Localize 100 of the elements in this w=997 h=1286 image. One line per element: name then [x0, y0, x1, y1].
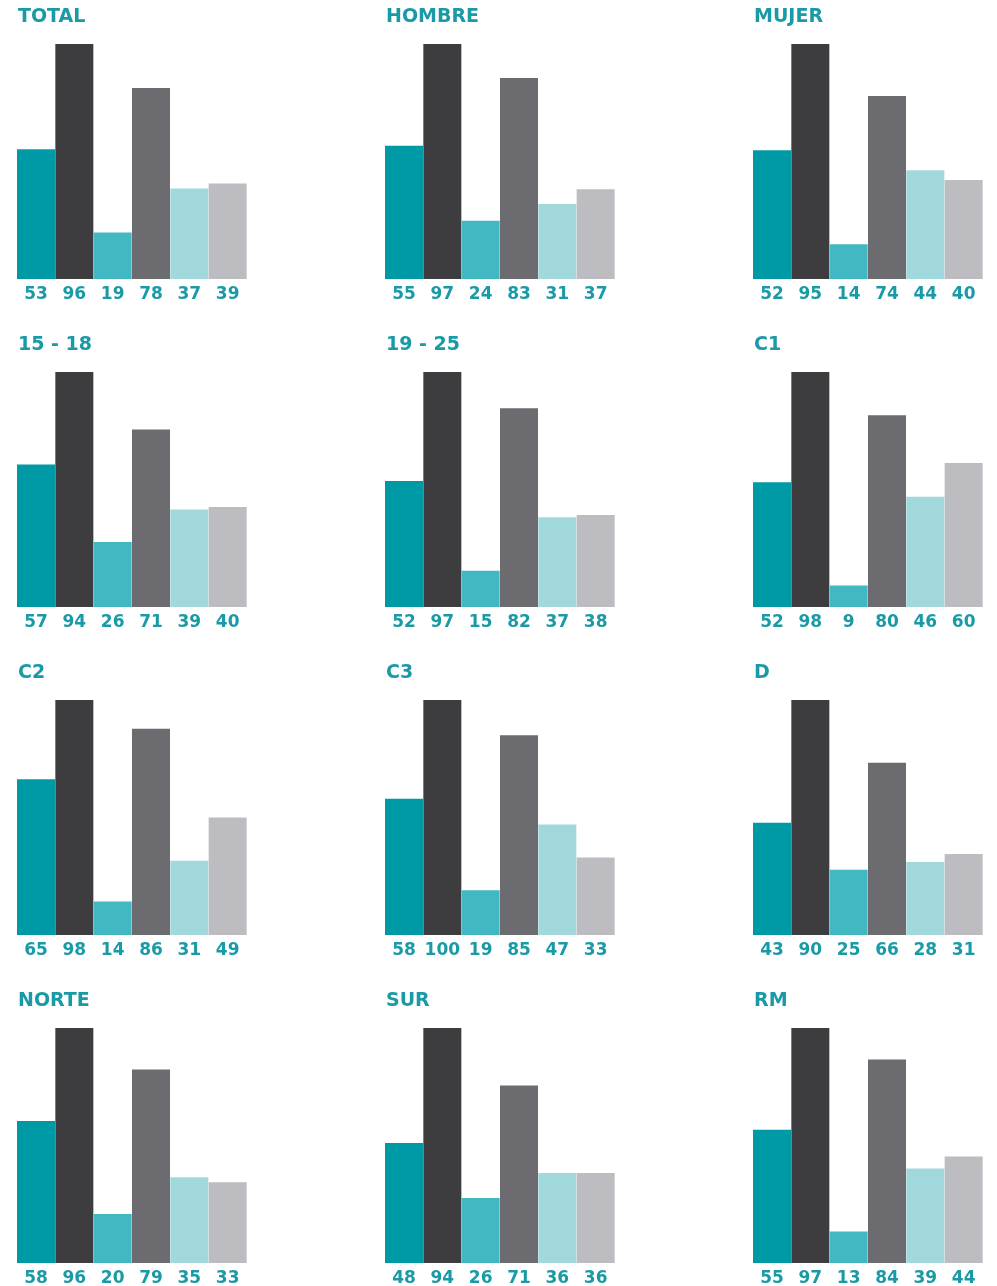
data-label: 78: [139, 283, 163, 303]
bar: [753, 482, 791, 607]
bar: [944, 463, 983, 607]
bar: [93, 542, 132, 607]
data-label: 52: [760, 611, 784, 631]
data-label: 84: [875, 1267, 899, 1286]
data-label: 44: [951, 1267, 976, 1286]
bar: [208, 1182, 247, 1263]
data-label: 15: [468, 611, 493, 631]
bar: [538, 203, 577, 279]
data-label: 38: [583, 611, 608, 631]
chart-title: TOTAL: [18, 4, 87, 28]
data-label: 58: [392, 939, 416, 959]
data-label: 58: [24, 1267, 48, 1286]
bar: [170, 860, 209, 935]
bar: [170, 1177, 209, 1263]
data-label: 53: [24, 283, 48, 303]
bar: [753, 822, 791, 935]
data-label: 55: [392, 283, 416, 303]
bar: [17, 464, 55, 607]
data-label: 40: [215, 611, 240, 631]
bar: [753, 1129, 791, 1263]
bar: [538, 824, 577, 935]
bar: [791, 372, 830, 607]
data-label: 33: [215, 1267, 240, 1286]
data-label: 44: [913, 283, 938, 303]
bar: [208, 817, 247, 935]
bar: [55, 1028, 94, 1263]
data-label: 98: [62, 939, 87, 959]
data-label: 14: [100, 939, 125, 959]
bar: [868, 95, 906, 279]
bar: [55, 44, 94, 279]
data-label: 60: [951, 611, 976, 631]
data-label: 20: [100, 1267, 125, 1286]
chart-title: C2: [18, 660, 47, 684]
bar: [55, 372, 94, 607]
data-label: 26: [468, 1267, 493, 1286]
bar: [500, 735, 538, 935]
chart-title: SUR: [386, 988, 431, 1012]
data-label: 90: [798, 939, 823, 959]
data-label: 82: [507, 611, 531, 631]
chart-title: HOMBRE: [386, 4, 481, 28]
bar: [93, 1214, 132, 1263]
bar: [944, 180, 983, 279]
bar: [829, 244, 868, 279]
bar: [576, 514, 615, 607]
bar: [576, 857, 615, 935]
bar: [461, 1198, 500, 1263]
data-label: 80: [875, 611, 899, 631]
data-label: 37: [177, 283, 202, 303]
data-label: 97: [430, 283, 455, 303]
data-label: 95: [798, 283, 823, 303]
data-label: 52: [760, 283, 784, 303]
bar: [906, 170, 945, 279]
bar: [93, 901, 132, 935]
data-label: 31: [177, 939, 202, 959]
data-label: 65: [24, 939, 48, 959]
chart-title: C1: [754, 332, 783, 356]
data-label: 36: [545, 1267, 570, 1286]
chart-title: C3: [386, 660, 415, 684]
data-label: 37: [583, 283, 608, 303]
bar: [423, 1028, 462, 1263]
data-label: 94: [62, 611, 87, 631]
data-label: 19: [468, 939, 493, 959]
bar: [753, 150, 791, 279]
bar: [132, 88, 170, 279]
data-label: 46: [913, 611, 938, 631]
bar: [500, 77, 538, 279]
bar: [791, 1028, 830, 1263]
data-label: 100: [424, 939, 461, 959]
data-label: 31: [951, 939, 976, 959]
data-label: 33: [583, 939, 608, 959]
bar: [791, 44, 830, 279]
bar: [93, 232, 132, 279]
bar: [829, 869, 868, 935]
data-label: 57: [24, 611, 48, 631]
bar: [385, 798, 423, 935]
bar: [461, 220, 500, 279]
bar: [132, 728, 170, 935]
bar: [385, 1143, 423, 1263]
data-label: 96: [62, 1267, 87, 1286]
chart-title: NORTE: [18, 988, 91, 1012]
chart-title: D: [754, 660, 771, 684]
bar: [423, 700, 462, 935]
data-label: 37: [545, 611, 570, 631]
data-label: 24: [468, 283, 493, 303]
bar: [55, 700, 94, 935]
chart-title: MUJER: [754, 4, 824, 28]
data-label: 79: [139, 1267, 163, 1286]
chart-title: 19 - 25: [386, 332, 461, 356]
bar: [906, 861, 945, 935]
bar: [170, 188, 209, 279]
data-label: 48: [392, 1267, 416, 1286]
data-label: 36: [583, 1267, 608, 1286]
data-label: 96: [62, 283, 87, 303]
bar: [17, 149, 55, 279]
bar: [500, 408, 538, 607]
bar: [423, 44, 462, 279]
bar: [423, 372, 462, 607]
data-label: 40: [951, 283, 976, 303]
